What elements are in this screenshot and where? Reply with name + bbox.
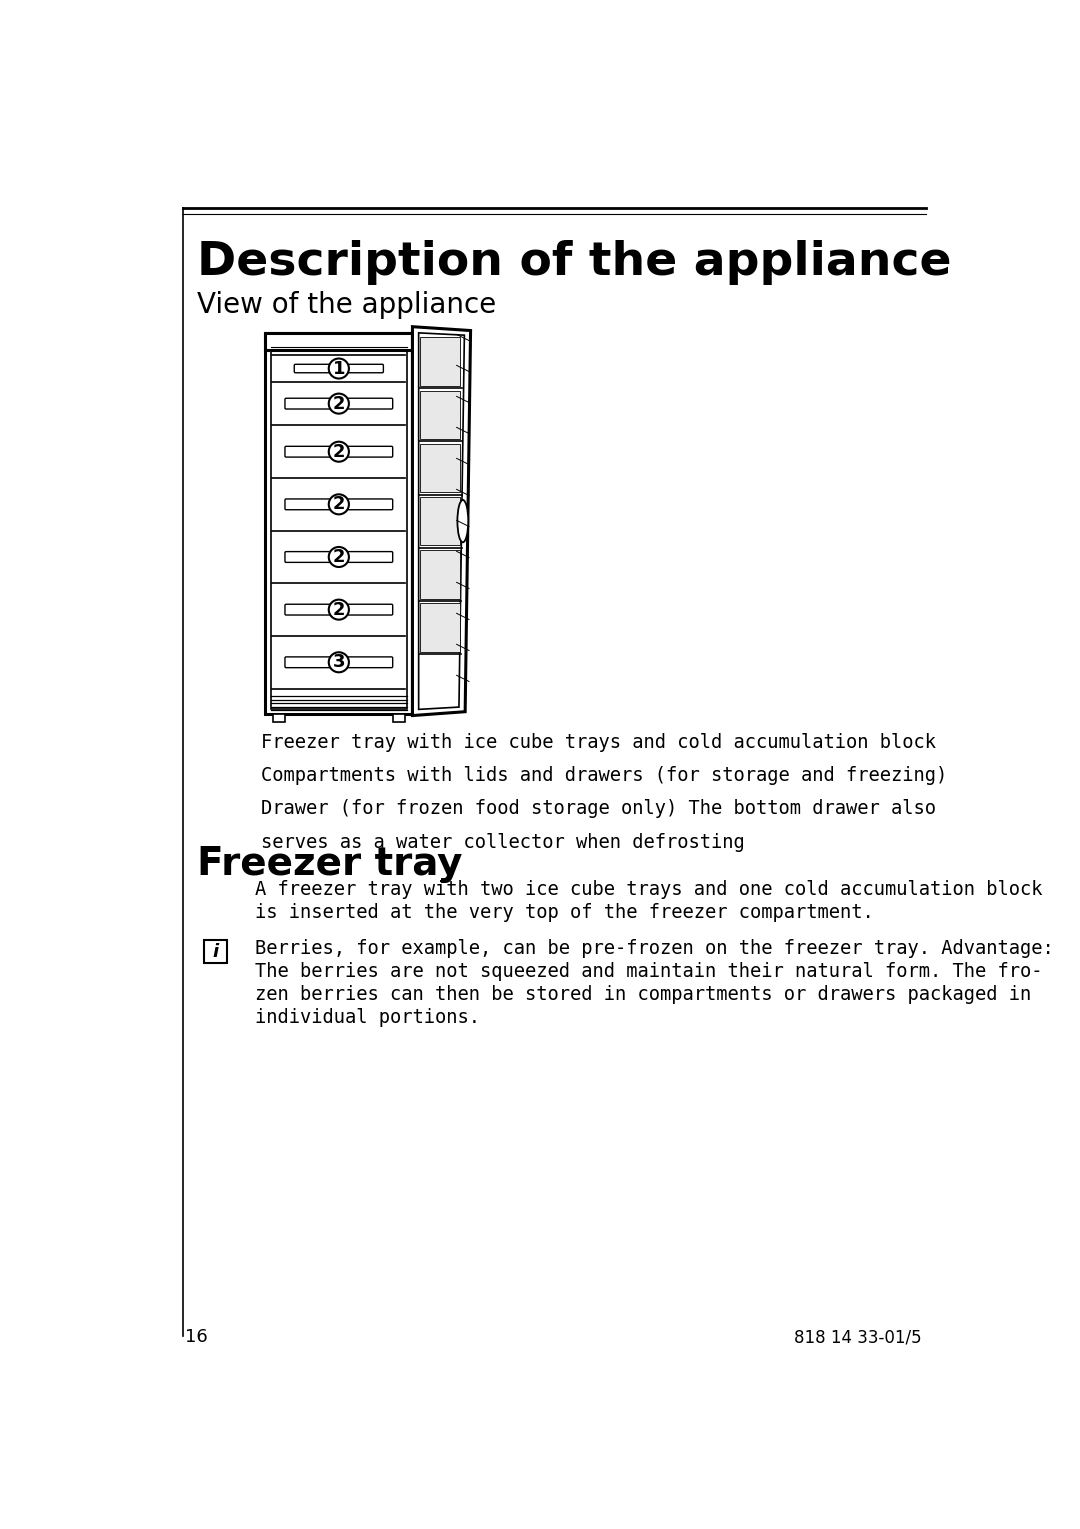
Bar bbox=[271, 338, 407, 708]
Text: is inserted at the very top of the freezer compartment.: is inserted at the very top of the freez… bbox=[255, 902, 874, 922]
Bar bbox=[420, 338, 460, 385]
Text: 2: 2 bbox=[333, 443, 346, 460]
Polygon shape bbox=[413, 327, 471, 716]
FancyBboxPatch shape bbox=[294, 364, 383, 373]
Text: Berries, for example, can be pre-frozen on the freezer tray. Advantage:: Berries, for example, can be pre-frozen … bbox=[255, 939, 1054, 957]
Bar bbox=[273, 714, 284, 722]
FancyBboxPatch shape bbox=[285, 552, 393, 563]
FancyBboxPatch shape bbox=[285, 498, 393, 509]
Ellipse shape bbox=[458, 500, 469, 543]
Text: Description of the appliance: Description of the appliance bbox=[197, 240, 951, 286]
Text: Drawer (for frozen food storage only) The bottom drawer also: Drawer (for frozen food storage only) Th… bbox=[261, 800, 936, 818]
Text: individual portions.: individual portions. bbox=[255, 1008, 481, 1027]
Circle shape bbox=[328, 547, 349, 567]
Text: 16: 16 bbox=[186, 1329, 208, 1347]
Bar bbox=[266, 333, 413, 714]
Text: 2: 2 bbox=[333, 547, 346, 566]
Bar bbox=[420, 602, 460, 651]
Text: 1: 1 bbox=[333, 359, 346, 378]
Text: Compartments with lids and drawers (for storage and freezing): Compartments with lids and drawers (for … bbox=[261, 766, 947, 786]
Bar bbox=[420, 443, 460, 492]
Text: 2: 2 bbox=[333, 394, 346, 413]
Bar bbox=[266, 333, 413, 350]
Circle shape bbox=[328, 599, 349, 619]
Text: A freezer tray with two ice cube trays and one cold accumulation block: A freezer tray with two ice cube trays a… bbox=[255, 879, 1042, 899]
Circle shape bbox=[328, 358, 349, 379]
FancyBboxPatch shape bbox=[285, 604, 393, 615]
Text: The berries are not squeezed and maintain their natural form. The fro-: The berries are not squeezed and maintai… bbox=[255, 962, 1042, 982]
Circle shape bbox=[328, 393, 349, 414]
Circle shape bbox=[328, 442, 349, 462]
Text: 2: 2 bbox=[333, 495, 346, 514]
Bar bbox=[420, 550, 460, 598]
Bar bbox=[393, 714, 405, 722]
Text: View of the appliance: View of the appliance bbox=[197, 291, 496, 318]
Circle shape bbox=[328, 653, 349, 673]
Text: zen berries can then be stored in compartments or drawers packaged in: zen berries can then be stored in compar… bbox=[255, 985, 1031, 1005]
FancyBboxPatch shape bbox=[285, 657, 393, 668]
Text: Freezer tray: Freezer tray bbox=[197, 846, 462, 882]
Bar bbox=[420, 390, 460, 439]
FancyBboxPatch shape bbox=[285, 398, 393, 410]
Circle shape bbox=[328, 494, 349, 514]
FancyBboxPatch shape bbox=[285, 446, 393, 457]
Text: serves as a water collector when defrosting: serves as a water collector when defrost… bbox=[261, 833, 745, 852]
Bar bbox=[420, 497, 460, 546]
Text: Freezer tray with ice cube trays and cold accumulation block: Freezer tray with ice cube trays and col… bbox=[261, 734, 936, 752]
Text: 3: 3 bbox=[333, 653, 346, 671]
Text: 818 14 33-01/5: 818 14 33-01/5 bbox=[794, 1329, 921, 1347]
Text: i: i bbox=[213, 943, 218, 960]
Text: 2: 2 bbox=[333, 601, 346, 619]
